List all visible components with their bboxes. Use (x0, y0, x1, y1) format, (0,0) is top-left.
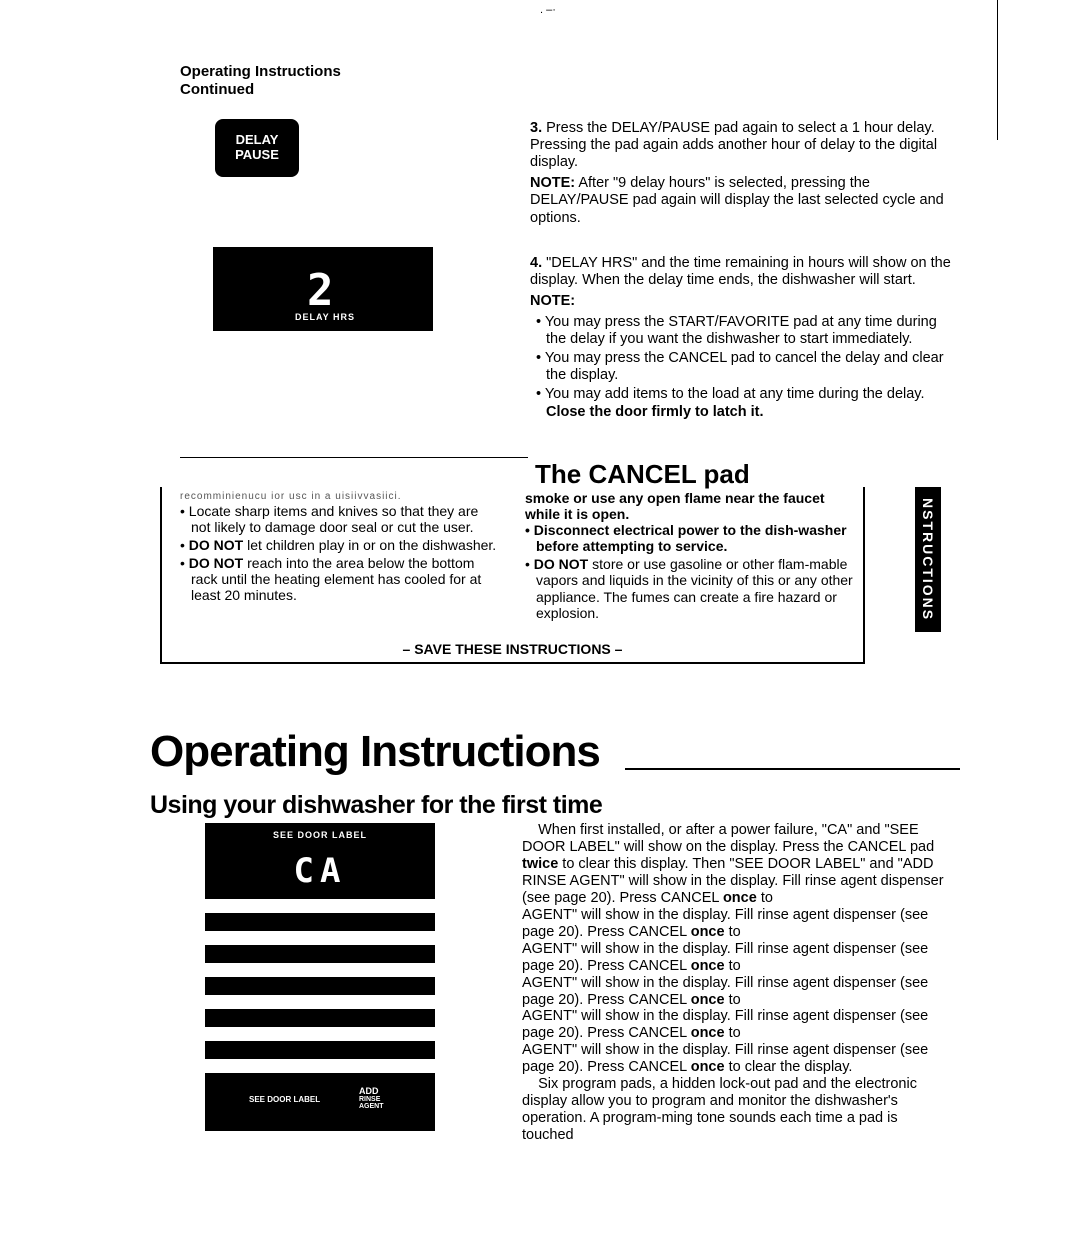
r1b: once (691, 924, 725, 940)
note2-label: NOTE: (530, 293, 955, 310)
p2: Six program pads, a hidden lock-out pad … (522, 1076, 917, 1143)
r4c: to (725, 1025, 741, 1041)
warning-left-col: recomminienucu ior usc in a uisiivvasiic… (180, 491, 500, 605)
r1c: to (725, 924, 741, 940)
header-line2: Continued (180, 81, 254, 98)
rep-5: AGENT" will show in the display. Fill ri… (522, 1042, 952, 1076)
r3c: to (725, 992, 741, 1008)
display-ca: SEE DOOR LABEL CA (205, 823, 435, 899)
side-tab-instructions: NSTRUCTIONS (915, 487, 941, 632)
p1b: twice (522, 856, 558, 872)
rep-3: AGENT" will show in the display. Fill ri… (522, 975, 952, 1009)
add-left-label: SEE DOOR LABEL (249, 1095, 320, 1104)
r2b: once (691, 958, 725, 974)
black-bar-2 (205, 945, 435, 963)
top-mark: . –· (540, 4, 556, 16)
save-instructions: – SAVE THESE INSTRUCTIONS – (160, 641, 865, 657)
l2b: let children play in or on the dishwashe… (243, 537, 496, 553)
p1e: to (757, 890, 773, 906)
p1a: When first installed, or after a power f… (522, 822, 934, 855)
r5c: to clear the display. (725, 1059, 853, 1075)
note2-bullets: You may press the START/FAVORITE pad at … (530, 314, 955, 421)
step-4-text: "DELAY HRS" and the time remaining in ho… (530, 255, 951, 288)
first-time-subtitle: Using your dishwasher for the first time (150, 791, 602, 820)
delay-label-1: DELAY (215, 133, 299, 148)
r5b: once (691, 1059, 725, 1075)
cancel-pad-heading: The CANCEL pad (535, 459, 750, 490)
add-r1: ADD (359, 1086, 379, 1096)
warning-right-col: smoke or use any open flame near the fau… (525, 490, 853, 623)
note1-text: After "9 delay hours" is selected, press… (530, 175, 944, 225)
r4b: once (691, 1025, 725, 1041)
step-3-num: 3. (530, 120, 542, 136)
warn-l3: DO NOT reach into the area below the bot… (180, 555, 500, 603)
delay-label-2: PAUSE (215, 148, 299, 163)
title-rule (625, 768, 960, 770)
add-r2: RINSE (359, 1096, 384, 1103)
l3a: DO NOT (189, 555, 243, 571)
ca-mid-text: CA (205, 851, 435, 891)
b3a: You may add items to the load at any tim… (545, 386, 925, 402)
ca-top-label: SEE DOOR LABEL (205, 830, 435, 840)
warn-l2: DO NOT let children play in or on the di… (180, 537, 500, 553)
rep-2: AGENT" will show in the display. Fill ri… (522, 941, 952, 975)
display-add-rinse: SEE DOOR LABEL ADD RINSE AGENT (205, 1073, 435, 1131)
operating-instructions-title: Operating Instructions (150, 727, 600, 777)
warn-r3: DO NOT store or use gasoline or other fl… (525, 556, 853, 620)
first-para-2: Six program pads, a hidden lock-out pad … (522, 1076, 952, 1144)
add-right-label: ADD RINSE AGENT (359, 1087, 384, 1110)
display-stack: SEE DOOR LABEL CA SEE DOOR LABEL ADD RIN… (205, 823, 435, 1131)
delay-pause-pad[interactable]: DELAY PAUSE (215, 119, 299, 177)
warn-r1: smoke or use any open flame near the fau… (525, 490, 853, 522)
section-rule (180, 457, 528, 458)
rep-1: AGENT" will show in the display. Fill ri… (522, 907, 952, 941)
instruction-right-column: 3. Press the DELAY/PAUSE pad again to se… (530, 120, 955, 423)
page-edge-line (997, 0, 998, 140)
display-digit: 2 (307, 265, 332, 316)
black-bar-3 (205, 977, 435, 995)
bullet-cancel: You may press the CANCEL pad to cancel t… (536, 350, 955, 384)
step-4-num: 4. (530, 255, 542, 271)
note1-label: NOTE: (530, 175, 575, 191)
bullet-start-favorite: You may press the START/FAVORITE pad at … (536, 314, 955, 348)
add-r3: AGENT (359, 1103, 384, 1110)
first-para-1: When first installed, or after a power f… (522, 822, 952, 907)
r3b2: once (691, 992, 725, 1008)
black-bar-1 (205, 913, 435, 931)
rep-4: AGENT" will show in the display. Fill ri… (522, 1008, 952, 1042)
display-delay-label: DELAY HRS (295, 312, 355, 322)
l2a: DO NOT (189, 537, 243, 553)
black-bar-5 (205, 1041, 435, 1059)
r3a: DO NOT (534, 556, 588, 572)
p1d: once (723, 890, 757, 906)
header-continued: Operating Instructions Continued (180, 63, 341, 99)
first-time-text: When first installed, or after a power f… (522, 822, 952, 1144)
r2c: to (725, 958, 741, 974)
black-bar-4 (205, 1009, 435, 1027)
warn-r2: Disconnect electrical power to the dish-… (525, 522, 853, 554)
header-line1: Operating Instructions (180, 63, 341, 80)
bullet-add-items: You may add items to the load at any tim… (536, 386, 955, 420)
cut-off-text: recomminienucu ior usc in a uisiivvasiic… (180, 491, 500, 503)
b3b: Close the door firmly to latch it. (546, 404, 764, 420)
warn-l1: Locate sharp items and knives so that th… (180, 503, 500, 535)
step-3-text: Press the DELAY/PAUSE pad again to selec… (530, 120, 937, 170)
